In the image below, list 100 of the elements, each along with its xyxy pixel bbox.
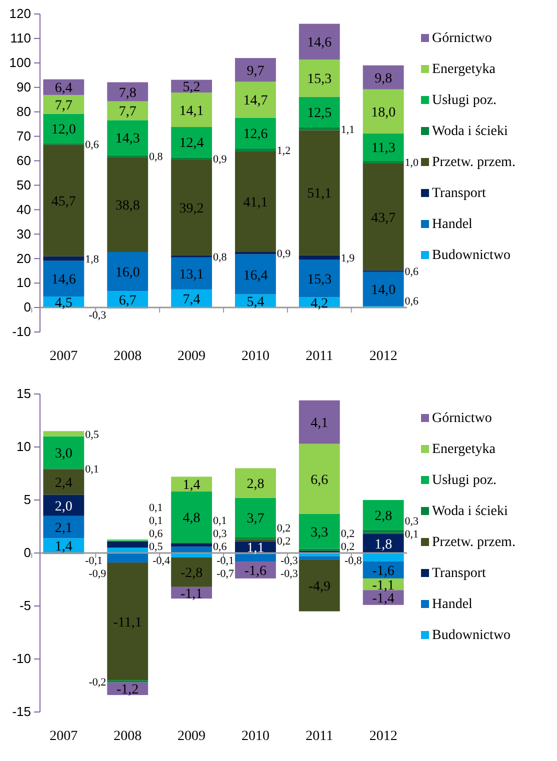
y-tick-label: 10 — [16, 439, 31, 454]
data-label: 0,8 — [149, 151, 164, 164]
data-label: 7,8 — [118, 86, 136, 101]
data-label: 6,7 — [118, 293, 136, 308]
data-label: 0,2 — [276, 522, 291, 534]
y-tick-label: 70 — [16, 128, 31, 144]
legend-label: Energetyka — [432, 62, 496, 77]
y-tick-label: 90 — [16, 80, 31, 95]
data-label: 38,8 — [115, 198, 140, 214]
data-label: -1,2 — [116, 682, 139, 698]
y-tick-label: -5 — [19, 598, 31, 614]
data-label: -0,2 — [88, 676, 106, 688]
y-tick-label: 20 — [16, 250, 31, 266]
legend-label: Woda i ścieki — [432, 124, 508, 139]
data-label: 0,6 — [404, 266, 420, 278]
data-label: 1,4 — [54, 540, 72, 555]
data-label: 1,4 — [182, 478, 200, 494]
data-label: 11,3 — [371, 141, 396, 156]
x-tick-label: 2010 — [241, 729, 270, 744]
x-tick-label: 2012 — [369, 729, 398, 744]
data-label: 0,6 — [85, 138, 100, 151]
data-label: 14,1 — [179, 104, 204, 119]
data-label: 43,7 — [371, 210, 396, 226]
data-label: 1,8 — [85, 254, 100, 266]
data-label: 1,1 — [340, 124, 355, 136]
data-label: 16,4 — [243, 268, 268, 284]
data-label: 14,7 — [243, 94, 268, 109]
data-label: 2,8 — [374, 508, 392, 524]
data-label: 12,4 — [179, 136, 204, 152]
x-tick-label: 2011 — [306, 729, 334, 744]
x-tick-label: 2008 — [114, 349, 142, 364]
legend-label: Budownictwo — [432, 628, 511, 643]
y-tick-label: 5 — [24, 492, 31, 508]
legend-label: Budownictwo — [432, 248, 511, 263]
data-label: 0,1 — [212, 515, 227, 527]
legend-label: Górnictwo — [432, 31, 492, 46]
data-label: 0,5 — [85, 428, 100, 441]
data-label: 3,7 — [246, 511, 264, 526]
data-label: -1,1 — [180, 586, 203, 602]
data-label: 5,4 — [246, 294, 264, 310]
legend-label: Przetw. przem. — [432, 155, 516, 170]
data-label: 2,8 — [246, 477, 264, 492]
data-label: 12,0 — [51, 122, 76, 138]
data-label: 1,8 — [374, 537, 392, 552]
data-label: -0,3 — [280, 568, 298, 580]
data-label: 2,4 — [54, 476, 72, 491]
y-tick-label: -15 — [12, 704, 31, 720]
data-label: 12,5 — [307, 106, 332, 122]
data-label: 39,2 — [179, 201, 204, 216]
data-label: 0,3 — [404, 515, 420, 528]
x-tick-label: 2008 — [114, 729, 142, 744]
data-label: 1,9 — [340, 252, 356, 265]
data-label: 0,1 — [149, 502, 163, 514]
data-label: 51,1 — [307, 186, 332, 202]
data-label: -0,9 — [88, 568, 107, 580]
data-label: -1,1 — [372, 578, 394, 594]
data-label: 9,8 — [374, 71, 392, 86]
data-label: 14,6 — [51, 272, 76, 288]
data-label: -1,6 — [244, 564, 267, 579]
data-label: 0,2 — [340, 528, 355, 540]
data-label: 2,1 — [54, 521, 72, 536]
legend-label: Handel — [432, 597, 473, 612]
data-label: 4,8 — [182, 510, 200, 526]
data-label: 0,5 — [149, 541, 164, 553]
data-label: 9,7 — [246, 64, 264, 79]
data-label: 1,1 — [246, 541, 264, 556]
y-tick-label: 80 — [16, 104, 31, 120]
data-label: 0,1 — [149, 515, 163, 527]
data-label: 0,6 — [149, 528, 164, 540]
data-label: 15,3 — [307, 272, 332, 288]
legend-label: Woda i ścieki — [432, 504, 508, 519]
data-label: 0,6 — [404, 296, 420, 308]
data-label: 5,2 — [182, 80, 200, 96]
data-label: 41,1 — [243, 196, 268, 211]
y-tick-label: 15 — [16, 386, 31, 402]
legend-label: Przetw. przem. — [432, 535, 516, 550]
legend-label: Transport — [432, 186, 486, 201]
data-label: 4,1 — [310, 416, 328, 432]
data-label: 0,1 — [404, 528, 419, 540]
data-label: 0,9 — [276, 248, 292, 260]
y-tick-label: -10 — [12, 651, 31, 666]
data-label: 14,6 — [307, 36, 332, 51]
x-tick-label: 2007 — [50, 729, 78, 744]
data-label: -1,6 — [372, 564, 394, 579]
legend-label: Handel — [432, 217, 473, 232]
data-label: -2,8 — [180, 566, 203, 582]
y-tick-label: 40 — [16, 202, 31, 217]
x-tick-label: 2009 — [178, 349, 206, 364]
data-label: 0,9 — [212, 153, 228, 166]
data-label: -0,3 — [280, 555, 298, 567]
data-label: 15,3 — [307, 72, 332, 88]
legend-label: Usługi poz. — [432, 93, 497, 108]
y-tick-label: 0 — [24, 545, 31, 560]
data-label: 3,0 — [54, 446, 72, 462]
data-label: 45,7 — [51, 194, 76, 210]
legend-label: Transport — [432, 566, 486, 581]
data-label: 14,0 — [371, 282, 396, 298]
y-tick-label: 100 — [9, 55, 31, 70]
y-tick-label: 120 — [9, 6, 31, 22]
legend-label: Górnictwo — [432, 411, 492, 426]
